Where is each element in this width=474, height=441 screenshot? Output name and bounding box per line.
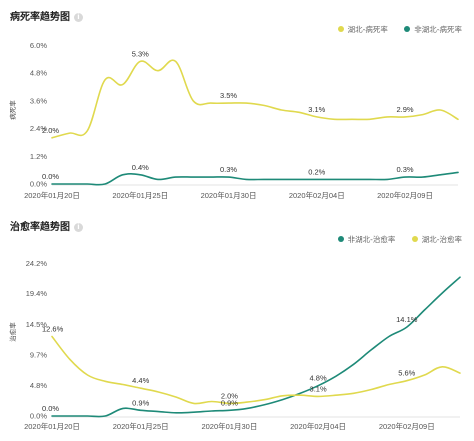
data-label: 0.9%: [132, 398, 149, 407]
x-tick-label: 2020年02月09日: [379, 421, 435, 431]
series-line-1[interactable]: [51, 335, 461, 405]
x-tick-label: 2020年01月25日: [113, 421, 169, 431]
data-label: 4.4%: [132, 376, 149, 385]
y-tick-label: 9.7%: [30, 350, 47, 359]
mortality-legend: 湖北-病死率 非湖北-病死率: [324, 24, 462, 35]
y-tick-label: 0.0%: [30, 412, 47, 421]
recovery-chart-title: 治愈率趋势图 i: [10, 218, 83, 233]
x-tick-label: 2020年01月20日: [24, 190, 80, 200]
x-tick-label: 2020年02月04日: [290, 421, 346, 431]
legend-dot-icon: [337, 26, 344, 32]
x-tick-label: 2020年01月30日: [201, 421, 257, 431]
y-tick-label: 2.4%: [30, 124, 47, 133]
y-tick-label: 0.0%: [30, 180, 47, 189]
data-label: 12.6%: [42, 325, 64, 334]
y-tick-label: 1.2%: [30, 152, 47, 161]
y-axis-label: 治愈率: [8, 322, 17, 342]
legend-item-nonhubei-recovery[interactable]: 非湖北-治愈率: [337, 234, 396, 245]
legend-dot-icon: [337, 236, 344, 242]
legend-dot-icon: [404, 26, 411, 32]
y-tick-label: 24.2%: [26, 259, 48, 268]
mortality-chart-panel: 病死率 0.0% 1.2% 2.4% 3.6% 4.8% 6.0% 2020年01月20日 20…: [0, 0, 474, 210]
x-tick-label: 2020年02月04日: [289, 190, 345, 200]
x-tick-label: 2020年02月09日: [377, 190, 433, 200]
x-tick-label: 2020年01月20日: [24, 421, 80, 431]
y-axis-label: 病死率: [8, 100, 17, 120]
y-tick-label: 19.4%: [26, 289, 48, 298]
data-label: 0.9%: [221, 398, 238, 407]
series-line-0[interactable]: [51, 59, 459, 139]
data-label: 5.6%: [398, 369, 415, 378]
data-label: 3.1%: [308, 105, 325, 114]
recovery-legend: 非湖北-治愈率 湖北-治愈率: [324, 234, 462, 245]
y-tick-label: 3.6%: [30, 96, 47, 105]
data-label: 4.8%: [310, 374, 327, 383]
x-tick-label: 2020年01月30日: [201, 190, 257, 200]
data-label: 3.5%: [220, 91, 237, 100]
mortality-chart: 病死率 0.0% 1.2% 2.4% 3.6% 4.8% 6.0% 2020年01月20日 20…: [8, 41, 459, 200]
y-tick-label: 4.8%: [30, 381, 47, 390]
legend-label: 湖北-病死率: [347, 25, 388, 34]
data-label: 2.9%: [396, 105, 413, 114]
legend-item-nonhubei-mortality[interactable]: 非湖北-病死率: [404, 24, 462, 35]
series-line-1[interactable]: [51, 171, 459, 186]
info-icon[interactable]: i: [74, 223, 83, 232]
data-label: 0.4%: [132, 163, 149, 172]
recovery-chart-panel: 治愈率 0.0% 4.8% 9.7% 14.5% 19.4% 24.2% 2020年01月20…: [0, 210, 474, 441]
legend-item-hubei-recovery[interactable]: 湖北-治愈率: [411, 234, 462, 245]
mortality-title-text: 病死率趋势图: [10, 12, 70, 23]
legend-item-hubei-mortality[interactable]: 湖北-病死率: [337, 24, 388, 35]
mortality-chart-title: 病死率趋势图 i: [10, 8, 83, 23]
info-icon[interactable]: i: [74, 13, 83, 22]
recovery-chart: 治愈率 0.0% 4.8% 9.7% 14.5% 19.4% 24.2% 2020年01月20…: [8, 259, 461, 431]
data-label: 5.3%: [132, 49, 149, 58]
data-label: 3.1%: [310, 384, 327, 393]
x-tick-label: 2020年01月25日: [112, 190, 168, 200]
recovery-title-text: 治愈率趋势图: [10, 222, 70, 233]
legend-dot-icon: [411, 236, 418, 242]
data-label: 0.3%: [220, 165, 237, 174]
legend-label: 湖北-治愈率: [421, 235, 462, 244]
legend-label: 非湖北-治愈率: [347, 235, 396, 244]
data-label: 0.3%: [396, 165, 413, 174]
data-label: 14.1%: [396, 315, 418, 324]
y-tick-label: 6.0%: [30, 41, 47, 50]
data-label: 2.0%: [221, 391, 238, 400]
y-tick-label: 4.8%: [30, 69, 47, 78]
data-label: 0.0%: [42, 404, 59, 413]
series-line-0[interactable]: [51, 276, 461, 418]
data-label: 2.0%: [42, 126, 59, 135]
data-label: 0.2%: [308, 167, 325, 176]
data-label: 0.0%: [42, 172, 59, 181]
y-tick-label: 14.5%: [26, 320, 48, 329]
legend-label: 非湖北-病死率: [414, 25, 462, 34]
